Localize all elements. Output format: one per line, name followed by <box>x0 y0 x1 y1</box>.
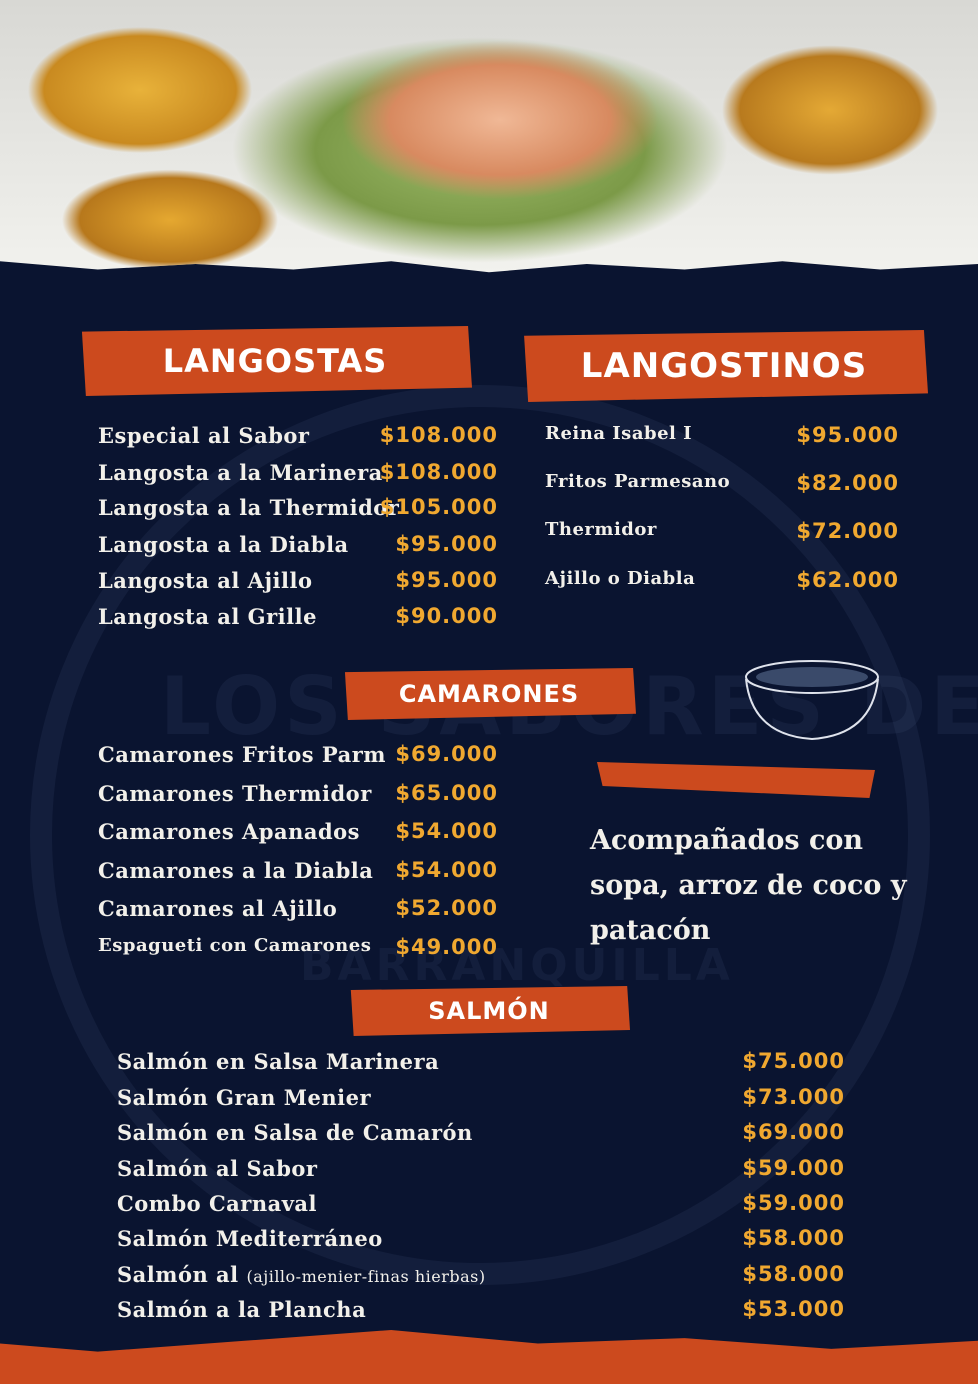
item-detail: (ajillo-menier-finas hierbas) <box>246 1267 486 1286</box>
menu-item-name: Langosta a la Diabla <box>98 532 349 557</box>
menu-item-name: Camarones Fritos Parm <box>98 742 386 767</box>
menu-item-name: Salmón en Salsa de Camarón <box>117 1120 473 1145</box>
menu-item-name: Camarones Apanados <box>98 819 360 844</box>
menu-item-name: Ajillo o Diabla <box>545 568 695 589</box>
menu-item-name: Combo Carnaval <box>117 1191 317 1216</box>
watermark-subtext: BARRANQUILLA <box>300 940 734 991</box>
menu-item-name: Fritos Parmesano <box>545 471 730 492</box>
menu-item-name: Langosta al Ajillo <box>98 568 313 593</box>
menu-item-name: Camarones a la Diabla <box>98 858 373 883</box>
menu-item-name: Salmón en Salsa Marinera <box>117 1049 439 1074</box>
item-name-text: Langosta a la Diabla <box>98 532 349 557</box>
item-name-text: Salmón Mediterráneo <box>117 1226 383 1251</box>
item-name-text: Salmón al Sabor <box>117 1156 318 1181</box>
langostas-banner: LANGOSTAS <box>81 326 472 396</box>
menu-item-price: $49.000 <box>395 935 498 959</box>
menu-item-price: $73.000 <box>742 1085 845 1109</box>
menu-item-price: $108.000 <box>379 423 498 447</box>
menu-item-price: $53.000 <box>742 1297 845 1321</box>
menu-item-price: $95.000 <box>395 568 498 592</box>
item-name-text: Salmón al <box>117 1262 239 1287</box>
menu-item-price: $90.000 <box>395 604 498 628</box>
item-name-text: Langosta al Ajillo <box>98 568 313 593</box>
menu-item-name: Salmón al (ajillo-menier-finas hierbas) <box>117 1262 486 1287</box>
item-name-text: Combo Carnaval <box>117 1191 317 1216</box>
item-name-text: Fritos Parmesano <box>545 471 731 492</box>
menu-item-price: $65.000 <box>395 781 498 805</box>
menu-item-price: $62.000 <box>796 568 899 592</box>
item-name-text: Espagueti con Camarones <box>98 935 372 956</box>
menu-item-name: Salmón Gran Menier <box>117 1085 371 1110</box>
menu-item-price: $54.000 <box>395 858 498 882</box>
menu-item-name: Thermidor <box>545 519 657 540</box>
menu-item-name: Langosta a la Marinera <box>98 460 383 485</box>
bottom-torn-border <box>0 1330 978 1384</box>
shrimp-dish-photo <box>0 0 978 273</box>
item-name-text: Camarones a la Diabla <box>98 858 374 883</box>
menu-item-name: Espagueti con Camarones <box>98 935 371 956</box>
menu-item-price: $72.000 <box>796 519 899 543</box>
menu-item-price: $58.000 <box>742 1226 845 1250</box>
item-name-text: Langosta a la Marinera <box>98 460 383 485</box>
item-name-text: Camarones al Ajillo <box>98 896 338 921</box>
item-name-text: Camarones Fritos Parm <box>98 742 387 767</box>
menu-item-name: Salmón a la Plancha <box>117 1297 366 1322</box>
menu-item-name: Reina Isabel I <box>545 423 692 444</box>
item-name-text: Thermidor <box>545 519 657 540</box>
menu-item-name: Especial al Sabor <box>98 423 309 448</box>
item-name-text: Salmón en Salsa de Camarón <box>117 1120 473 1145</box>
menu-item-price: $59.000 <box>742 1191 845 1215</box>
item-name-text: Camarones Thermidor <box>98 781 372 806</box>
menu-item-price: $108.000 <box>379 460 498 484</box>
menu-item-price: $105.000 <box>379 495 498 519</box>
item-name-text: Salmón Gran Menier <box>117 1085 372 1110</box>
menu-item-price: $75.000 <box>742 1049 845 1073</box>
sides-note: Acompañados con sopa, arroz de coco y pa… <box>590 825 907 946</box>
item-name-text: Langosta a la Thermidor <box>98 495 400 520</box>
menu-item-price: $54.000 <box>395 819 498 843</box>
item-name-text: Salmón en Salsa Marinera <box>117 1049 440 1074</box>
bowl-icon <box>742 655 882 749</box>
camarones-banner: CAMARONES <box>344 668 636 720</box>
item-name-text: Salmón a la Plancha <box>117 1297 367 1322</box>
menu-item-price: $95.000 <box>395 532 498 556</box>
menu-item-name: Salmón Mediterráneo <box>117 1226 383 1251</box>
menu-item-name: Camarones Thermidor <box>98 781 372 806</box>
salmon-banner: SALMÓN <box>350 986 630 1036</box>
menu-item-name: Langosta al Grille <box>98 604 317 629</box>
item-name-text: Reina Isabel I <box>545 423 693 444</box>
menu-item-name: Salmón al Sabor <box>117 1156 317 1181</box>
item-name-text: Camarones Apanados <box>98 819 360 844</box>
item-name-text: Especial al Sabor <box>98 423 310 448</box>
menu-item-price: $95.000 <box>796 423 899 447</box>
menu-item-name: Camarones al Ajillo <box>98 896 337 921</box>
item-name-text: Ajillo o Diabla <box>545 568 696 589</box>
langostinos-banner: LANGOSTINOS <box>524 330 928 402</box>
menu-item-price: $69.000 <box>395 742 498 766</box>
menu-item-price: $69.000 <box>742 1120 845 1144</box>
menu-item-price: $59.000 <box>742 1156 845 1180</box>
menu-item-price: $52.000 <box>395 896 498 920</box>
menu-item-price: $82.000 <box>796 471 899 495</box>
menu-item-name: Langosta a la Thermidor <box>98 495 399 520</box>
item-name-text: Langosta al Grille <box>98 604 317 629</box>
menu-item-price: $58.000 <box>742 1262 845 1286</box>
